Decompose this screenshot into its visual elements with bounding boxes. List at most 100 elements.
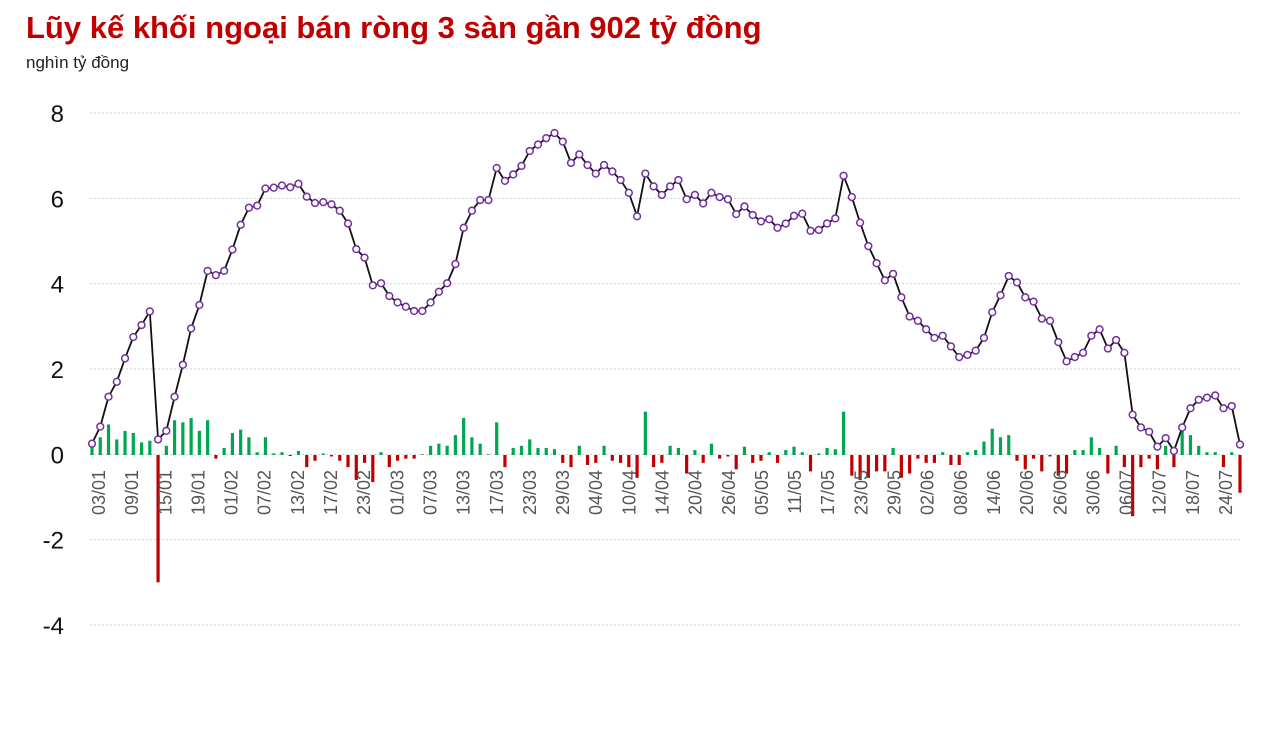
x-tick-label: 01/03	[387, 470, 407, 515]
bar	[247, 437, 251, 455]
point	[409, 306, 419, 316]
bar	[280, 452, 284, 455]
bar	[478, 443, 482, 455]
bar	[206, 420, 210, 455]
point	[690, 190, 700, 200]
bar	[288, 455, 292, 457]
point	[1078, 348, 1088, 357]
chart-title: Lũy kế khối ngoại bán ròng 3 sàn gần 902…	[26, 10, 762, 45]
bar	[767, 452, 771, 455]
y-tick-label: 6	[51, 186, 64, 213]
point	[170, 392, 179, 401]
bar	[172, 420, 177, 455]
point	[294, 179, 303, 188]
x-tick-label: 02/06	[918, 470, 938, 515]
point	[1103, 344, 1113, 353]
bar	[272, 453, 276, 455]
bar	[1147, 455, 1151, 459]
bar	[420, 454, 424, 455]
bar	[131, 433, 135, 455]
point	[310, 198, 320, 208]
bar	[1073, 450, 1077, 455]
point	[178, 360, 188, 369]
bar	[148, 440, 152, 455]
bar	[726, 455, 730, 457]
point	[343, 219, 353, 228]
point	[145, 307, 154, 316]
bar	[321, 453, 325, 455]
point	[938, 331, 947, 340]
bar	[800, 452, 804, 455]
point	[277, 181, 287, 190]
bar	[635, 455, 639, 478]
point	[905, 312, 914, 321]
bar	[1122, 455, 1126, 468]
x-tick-label: 01/02	[222, 470, 242, 515]
x-tick-label: 23/03	[520, 470, 540, 515]
point	[525, 146, 534, 156]
point	[1186, 404, 1195, 413]
point	[922, 325, 931, 334]
bar	[1048, 455, 1052, 457]
bar	[941, 452, 945, 455]
point	[1029, 297, 1038, 306]
y-tick-label: -2	[43, 528, 64, 555]
bar	[1238, 455, 1242, 493]
x-tick-label: 26/04	[719, 470, 739, 515]
bar	[585, 455, 590, 465]
point	[1120, 348, 1129, 357]
bar	[1040, 455, 1044, 472]
bar	[230, 433, 234, 455]
x-tick-label: 06/07	[1117, 470, 1137, 515]
bar	[214, 455, 218, 459]
point	[1227, 401, 1236, 411]
bar	[453, 435, 457, 455]
y-tick-label: -4	[43, 613, 64, 640]
bar	[115, 439, 119, 455]
bar	[1180, 430, 1184, 455]
bar	[817, 453, 821, 455]
point	[558, 137, 567, 146]
bar	[329, 455, 334, 457]
bar	[850, 455, 854, 476]
x-tick-label: 13/02	[288, 470, 308, 515]
point	[401, 302, 410, 311]
bar	[701, 455, 705, 463]
x-tick-label: 08/06	[951, 470, 971, 515]
bar	[577, 445, 581, 455]
bar	[1007, 435, 1011, 455]
bar	[1098, 447, 1102, 455]
point	[393, 298, 402, 307]
point	[533, 140, 543, 149]
bar	[106, 424, 111, 455]
bar	[354, 455, 358, 480]
point	[509, 170, 518, 179]
point	[566, 158, 576, 168]
bar	[1139, 455, 1143, 468]
x-tick-label: 30/06	[1083, 470, 1103, 515]
bar	[395, 455, 400, 461]
point	[228, 245, 237, 254]
bar	[1164, 445, 1168, 455]
point	[1219, 404, 1228, 413]
point	[368, 281, 377, 290]
point	[1054, 337, 1063, 347]
bar	[404, 455, 408, 459]
point	[162, 426, 171, 436]
point	[484, 195, 493, 205]
bar	[239, 429, 243, 455]
bar	[676, 447, 680, 455]
point	[715, 192, 724, 202]
point	[641, 169, 650, 178]
bar	[594, 455, 598, 463]
x-tick-label: 17/03	[487, 470, 507, 515]
point	[335, 206, 344, 215]
bar	[709, 443, 714, 455]
point	[426, 298, 435, 307]
point	[517, 161, 526, 171]
point	[302, 192, 311, 201]
bar	[792, 446, 796, 455]
point	[1153, 442, 1162, 451]
bar	[511, 447, 515, 455]
point	[87, 439, 97, 448]
